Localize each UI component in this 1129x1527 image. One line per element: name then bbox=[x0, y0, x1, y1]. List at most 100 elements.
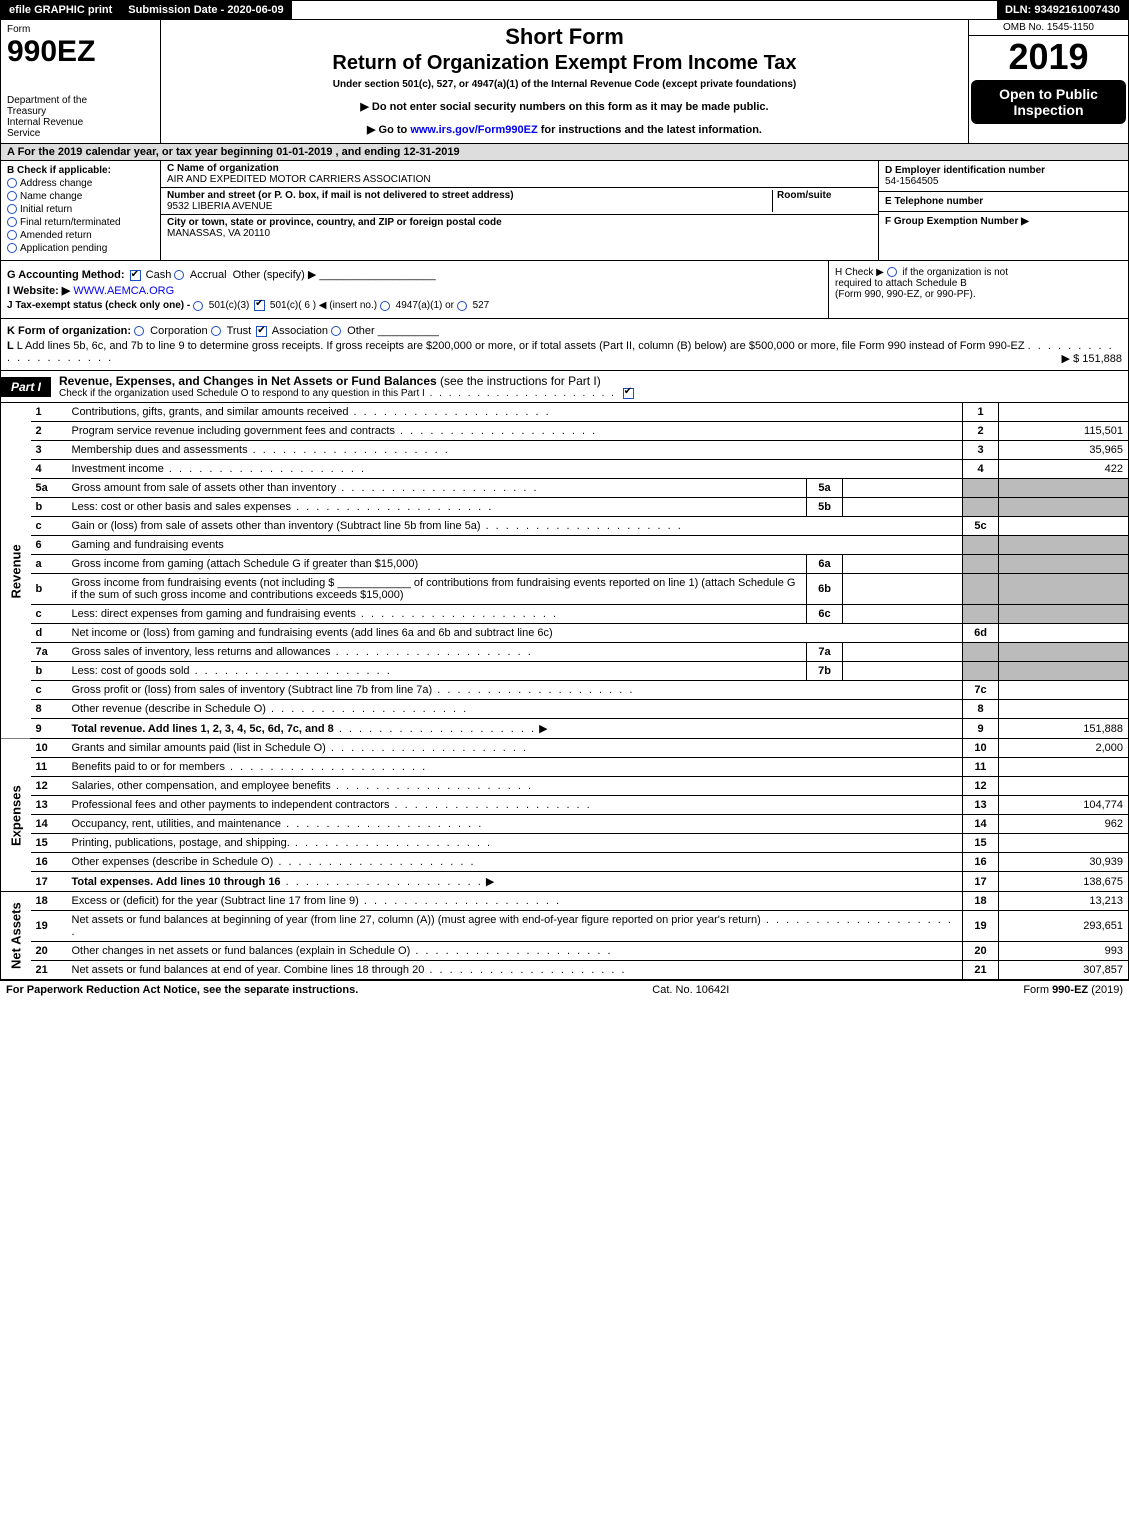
website-link[interactable]: WWW.AEMCA.ORG bbox=[73, 285, 174, 297]
city-label: City or town, state or province, country… bbox=[167, 217, 502, 228]
chk-amended-return-icon[interactable] bbox=[7, 230, 17, 240]
table-row: c Gain or (loss) from sale of assets oth… bbox=[1, 517, 1129, 536]
section-h: H Check ▶ if the organization is not req… bbox=[828, 261, 1128, 318]
revenue-section-label: Revenue bbox=[1, 403, 31, 739]
amount-5c bbox=[999, 517, 1129, 536]
chk-name-change-icon[interactable] bbox=[7, 191, 17, 201]
part1-tab: Part I bbox=[1, 377, 51, 397]
efile-print-label[interactable]: efile GRAPHIC print bbox=[1, 1, 120, 19]
goto-line: ▶ Go to www.irs.gov/Form990EZ for instru… bbox=[167, 123, 962, 136]
chk-schedule-b-icon[interactable] bbox=[887, 267, 897, 277]
chk-corp-icon[interactable] bbox=[134, 326, 144, 336]
table-row: 3 Membership dues and assessments 3 35,9… bbox=[1, 441, 1129, 460]
header-left: Form 990EZ Department of the Treasury In… bbox=[1, 20, 161, 143]
table-row: 11 Benefits paid to or for members 11 bbox=[1, 758, 1129, 777]
phone-label: E Telephone number bbox=[885, 196, 983, 207]
amount-15 bbox=[999, 834, 1129, 853]
table-row: 6 Gaming and fundraising events bbox=[1, 536, 1129, 555]
table-row: 5a Gross amount from sale of assets othe… bbox=[1, 479, 1129, 498]
netassets-section-label: Net Assets bbox=[1, 892, 31, 980]
dln-label: DLN: 93492161007430 bbox=[997, 1, 1128, 19]
section-c: C Name of organization AIR AND EXPEDITED… bbox=[161, 161, 878, 260]
ein-label: D Employer identification number bbox=[885, 165, 1045, 176]
line-g: G Accounting Method: Cash Accrual Other … bbox=[7, 268, 822, 281]
footer-mid: Cat. No. 10642I bbox=[358, 984, 1023, 996]
dept-treasury: Department of the Treasury Internal Reve… bbox=[7, 95, 154, 139]
amount-14: 962 bbox=[999, 815, 1129, 834]
part1-header: Part I Revenue, Expenses, and Changes in… bbox=[0, 371, 1129, 403]
table-row: 21 Net assets or fund balances at end of… bbox=[1, 961, 1129, 980]
city-value: MANASSAS, VA 20110 bbox=[167, 228, 270, 239]
table-row: Net Assets 18 Excess or (deficit) for th… bbox=[1, 892, 1129, 911]
chk-cash-icon[interactable] bbox=[130, 270, 141, 281]
amount-9: 151,888 bbox=[999, 719, 1129, 739]
tax-year: 2019 bbox=[969, 36, 1128, 78]
short-form-title: Short Form bbox=[167, 24, 962, 50]
table-row: c Gross profit or (loss) from sales of i… bbox=[1, 681, 1129, 700]
chk-4947-icon[interactable] bbox=[380, 301, 390, 311]
irs-link[interactable]: www.irs.gov/Form990EZ bbox=[410, 124, 537, 136]
table-row: 4 Investment income 4 422 bbox=[1, 460, 1129, 479]
amount-7c bbox=[999, 681, 1129, 700]
chk-other-icon[interactable] bbox=[331, 326, 341, 336]
chk-initial-return: Initial return bbox=[20, 204, 72, 215]
form-number: 990EZ bbox=[7, 35, 154, 69]
table-row: Revenue 1 Contributions, gifts, grants, … bbox=[1, 403, 1129, 422]
form-header: Form 990EZ Department of the Treasury In… bbox=[0, 20, 1129, 144]
form-word: Form bbox=[7, 24, 154, 35]
line-l-amount: ▶ $ 151,888 bbox=[1062, 352, 1122, 365]
table-row: d Net income or (loss) from gaming and f… bbox=[1, 624, 1129, 643]
chk-501c3-icon[interactable] bbox=[193, 301, 203, 311]
no-ssn-warning: ▶ Do not enter social security numbers o… bbox=[167, 100, 962, 113]
amount-17: 138,675 bbox=[999, 872, 1129, 892]
table-row: 19 Net assets or fund balances at beginn… bbox=[1, 911, 1129, 942]
header-right: OMB No. 1545-1150 2019 Open to Public In… bbox=[968, 20, 1128, 143]
chk-initial-return-icon[interactable] bbox=[7, 204, 17, 214]
chk-trust-icon[interactable] bbox=[211, 326, 221, 336]
amount-10: 2,000 bbox=[999, 739, 1129, 758]
section-b-title: B Check if applicable: bbox=[7, 165, 154, 176]
street-value: 9532 LIBERIA AVENUE bbox=[167, 201, 272, 212]
return-title: Return of Organization Exempt From Incom… bbox=[167, 52, 962, 75]
chk-assoc-icon[interactable] bbox=[256, 326, 267, 337]
section-b: B Check if applicable: Address change Na… bbox=[1, 161, 161, 260]
amount-2: 115,501 bbox=[999, 422, 1129, 441]
table-row: 9 Total revenue. Add lines 1, 2, 3, 4, 5… bbox=[1, 719, 1129, 739]
expenses-section-label: Expenses bbox=[1, 739, 31, 892]
table-row: a Gross income from gaming (attach Sched… bbox=[1, 555, 1129, 574]
kl-block: K Form of organization: Corporation Trus… bbox=[0, 319, 1129, 371]
lines-table: Revenue 1 Contributions, gifts, grants, … bbox=[0, 403, 1129, 980]
header-center: Short Form Return of Organization Exempt… bbox=[161, 20, 968, 143]
amount-4: 422 bbox=[999, 460, 1129, 479]
chk-accrual-icon[interactable] bbox=[174, 270, 184, 280]
amount-11 bbox=[999, 758, 1129, 777]
top-bar: efile GRAPHIC print Submission Date - 20… bbox=[0, 0, 1129, 20]
chk-address-change-icon[interactable] bbox=[7, 178, 17, 188]
chk-final-return-icon[interactable] bbox=[7, 217, 17, 227]
line-i: I Website: ▶ WWW.AEMCA.ORG bbox=[7, 284, 822, 297]
table-row: 20 Other changes in net assets or fund b… bbox=[1, 942, 1129, 961]
table-row: 14 Occupancy, rent, utilities, and maint… bbox=[1, 815, 1129, 834]
table-row: b Less: cost of goods sold 7b bbox=[1, 662, 1129, 681]
chk-schedule-o-icon[interactable] bbox=[623, 388, 634, 399]
chk-501c-icon[interactable] bbox=[254, 300, 265, 311]
room-label: Room/suite bbox=[777, 190, 831, 201]
amount-6d bbox=[999, 624, 1129, 643]
amount-21: 307,857 bbox=[999, 961, 1129, 980]
table-row: 7a Gross sales of inventory, less return… bbox=[1, 643, 1129, 662]
chk-application-pending-icon[interactable] bbox=[7, 243, 17, 253]
section-def: D Employer identification number 54-1564… bbox=[878, 161, 1128, 260]
street-label: Number and street (or P. O. box, if mail… bbox=[167, 190, 514, 201]
ghij-block: G Accounting Method: Cash Accrual Other … bbox=[0, 261, 1129, 319]
omb-number: OMB No. 1545-1150 bbox=[969, 20, 1128, 36]
table-row: 13 Professional fees and other payments … bbox=[1, 796, 1129, 815]
chk-527-icon[interactable] bbox=[457, 301, 467, 311]
amount-3: 35,965 bbox=[999, 441, 1129, 460]
table-row: 12 Salaries, other compensation, and emp… bbox=[1, 777, 1129, 796]
open-to-public: Open to Public Inspection bbox=[971, 80, 1126, 124]
table-row: 2 Program service revenue including gove… bbox=[1, 422, 1129, 441]
table-row: 16 Other expenses (describe in Schedule … bbox=[1, 853, 1129, 872]
ghij-left: G Accounting Method: Cash Accrual Other … bbox=[1, 261, 828, 318]
chk-final-return: Final return/terminated bbox=[20, 217, 121, 228]
table-row: c Less: direct expenses from gaming and … bbox=[1, 605, 1129, 624]
